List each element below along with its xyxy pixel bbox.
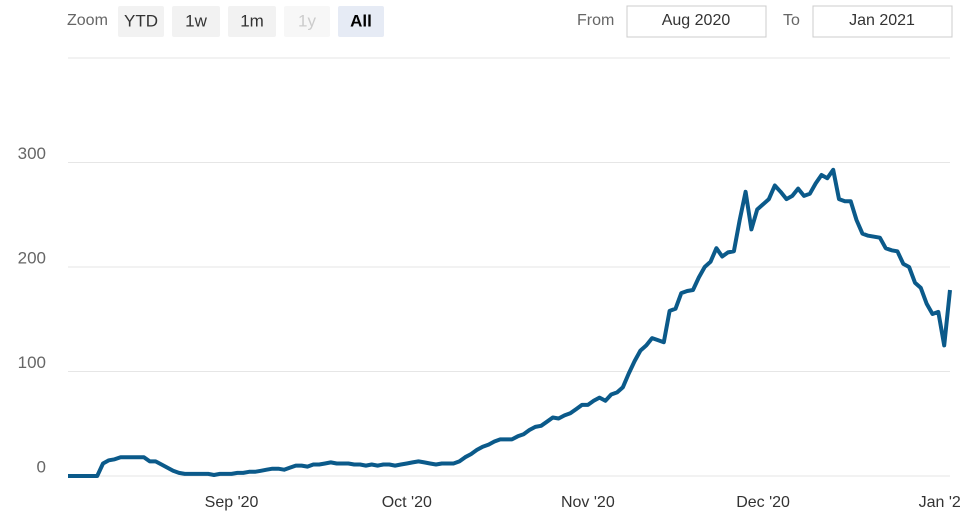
button-bg[interactable]	[172, 6, 220, 37]
y-tick-label: 0	[37, 457, 46, 476]
line	[68, 167, 952, 478]
zoom-label: Zoom	[67, 12, 108, 29]
from-label: From	[577, 12, 614, 29]
to-value[interactable]: Jan 2021	[849, 12, 915, 29]
x-tick-label: Nov '20	[561, 494, 615, 511]
zoom-buttons: YTD 1w 1m 1y All	[118, 6, 384, 37]
x-tick-label: Jan '21	[919, 494, 960, 511]
x-tick-label: Sep '20	[205, 494, 259, 511]
y-tick-label: 200	[18, 248, 46, 267]
button-bg[interactable]	[228, 6, 276, 37]
from-value[interactable]: Aug 2020	[662, 12, 731, 29]
button-bg[interactable]	[338, 6, 384, 37]
to-input[interactable]	[812, 5, 953, 38]
from-input[interactable]	[626, 5, 767, 38]
button-all[interactable]: All	[350, 11, 372, 30]
button-ytd[interactable]: YTD	[124, 11, 158, 30]
button-1m[interactable]: 1m	[240, 11, 264, 30]
button-1y: 1y	[298, 11, 316, 30]
y-tick-label: 300	[18, 144, 46, 163]
x-tick-label: Oct '20	[382, 494, 432, 511]
y-tick-label: 100	[18, 353, 46, 372]
button-1w[interactable]: 1w	[185, 11, 207, 30]
button-bg[interactable]	[118, 6, 164, 37]
button-bg	[284, 6, 330, 37]
x-tick-label: Dec '20	[736, 494, 790, 511]
to-label: To	[783, 12, 800, 29]
